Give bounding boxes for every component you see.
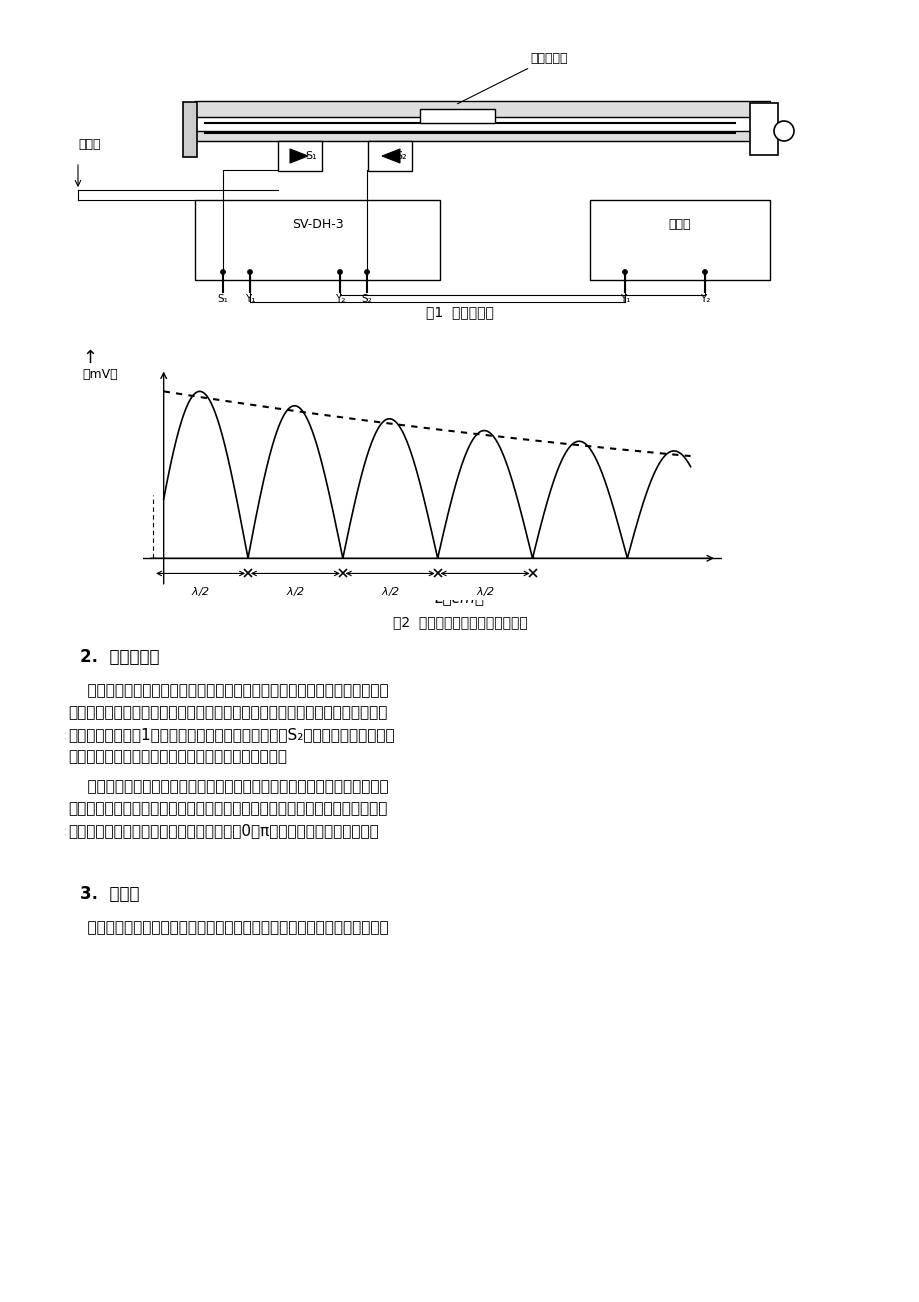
Text: 图2  接受器表面声压随距离的变化: 图2 接受器表面声压随距离的变化 — [392, 615, 527, 629]
Circle shape — [622, 270, 627, 275]
Text: Y₁: Y₁ — [244, 294, 255, 303]
Text: 发射器的位相相同时，一国的距离等于与声波的波长。: 发射器的位相相同时，一国的距离等于与声波的波长。 — [68, 749, 287, 764]
Text: S₂: S₂ — [394, 151, 406, 161]
Bar — [195, 132, 769, 141]
Circle shape — [247, 270, 252, 275]
Text: 示波器: 示波器 — [668, 217, 690, 230]
Text: 同样也可以利用李萨如图形来判断位相差。实验中输入示波器的是来自同一: 同样也可以利用李萨如图形来判断位相差。实验中输入示波器的是来自同一 — [68, 779, 388, 794]
Text: 信号源: 信号源 — [78, 138, 100, 151]
Bar — [278, 141, 322, 171]
Text: $\lambda$/2: $\lambda$/2 — [475, 585, 494, 598]
Text: Y₁: Y₁ — [619, 294, 630, 303]
Text: $\lambda$/2: $\lambda$/2 — [191, 585, 210, 598]
Bar — [183, 102, 197, 158]
Polygon shape — [289, 148, 308, 163]
Text: 相位时，这两点间的距离就是波长的整数倍。利用这个原理，可以精确的测量波: 相位时，这两点间的距离就是波长的整数倍。利用这个原理，可以精确的测量波 — [68, 704, 387, 720]
Text: Y₂: Y₂ — [699, 294, 709, 303]
Text: Y₂: Y₂ — [335, 294, 345, 303]
Circle shape — [221, 270, 225, 275]
Bar — [749, 103, 777, 155]
Text: （mV）: （mV） — [82, 368, 118, 381]
Bar — [368, 141, 412, 171]
Bar — [195, 201, 439, 280]
Bar — [195, 102, 769, 117]
Circle shape — [702, 270, 707, 275]
Text: 信号源的信号，它们的频率严格一致，所以李萨如图是椭圆，椭圆的倾斜与两信: 信号源的信号，它们的频率严格一致，所以李萨如图是椭圆，椭圆的倾斜与两信 — [68, 801, 387, 816]
Text: 号的位相差有关，当两信号之间的位相差为0或π时，椭圆变成倾斜的直线。: 号的位相差有关，当两信号之间的位相差为0或π时，椭圆变成倾斜的直线。 — [68, 823, 379, 838]
Text: 容栅数显尺: 容栅数显尺 — [457, 52, 567, 104]
Text: SV-DH-3: SV-DH-3 — [291, 217, 343, 230]
Text: 2.  相位比较法: 2. 相位比较法 — [80, 648, 159, 667]
Text: 长。实验装置如图1所示，沿波的传播方向移动接收器S₂，接收到的信号再次与: 长。实验装置如图1所示，沿波的传播方向移动接收器S₂，接收到的信号再次与 — [68, 727, 394, 742]
Text: 波是振动状态的传播，也可以说是位相的传播。沿波传播方向的任何两点同: 波是振动状态的传播，也可以说是位相的传播。沿波传播方向的任何两点同 — [68, 684, 388, 698]
Text: 图1  实验装置图: 图1 实验装置图 — [425, 305, 494, 319]
Bar — [420, 109, 494, 122]
Text: S₁: S₁ — [305, 151, 316, 161]
Bar — [589, 201, 769, 280]
Circle shape — [364, 270, 369, 275]
Text: S₁: S₁ — [217, 294, 228, 303]
Text: ↑: ↑ — [83, 349, 97, 367]
Text: 用时差法测量声速的实验装置仍采用上述仪器。由信号源提供一个脉冲信号: 用时差法测量声速的实验装置仍采用上述仪器。由信号源提供一个脉冲信号 — [68, 921, 388, 935]
Text: $\lambda$/2: $\lambda$/2 — [380, 585, 399, 598]
Text: L（cm）: L（cm） — [435, 590, 484, 605]
Text: 3.  时差法: 3. 时差法 — [80, 885, 140, 904]
Circle shape — [773, 121, 793, 141]
Circle shape — [337, 270, 342, 275]
Polygon shape — [381, 148, 400, 163]
Text: $\lambda$/2: $\lambda$/2 — [286, 585, 304, 598]
Text: S₂: S₂ — [361, 294, 372, 303]
